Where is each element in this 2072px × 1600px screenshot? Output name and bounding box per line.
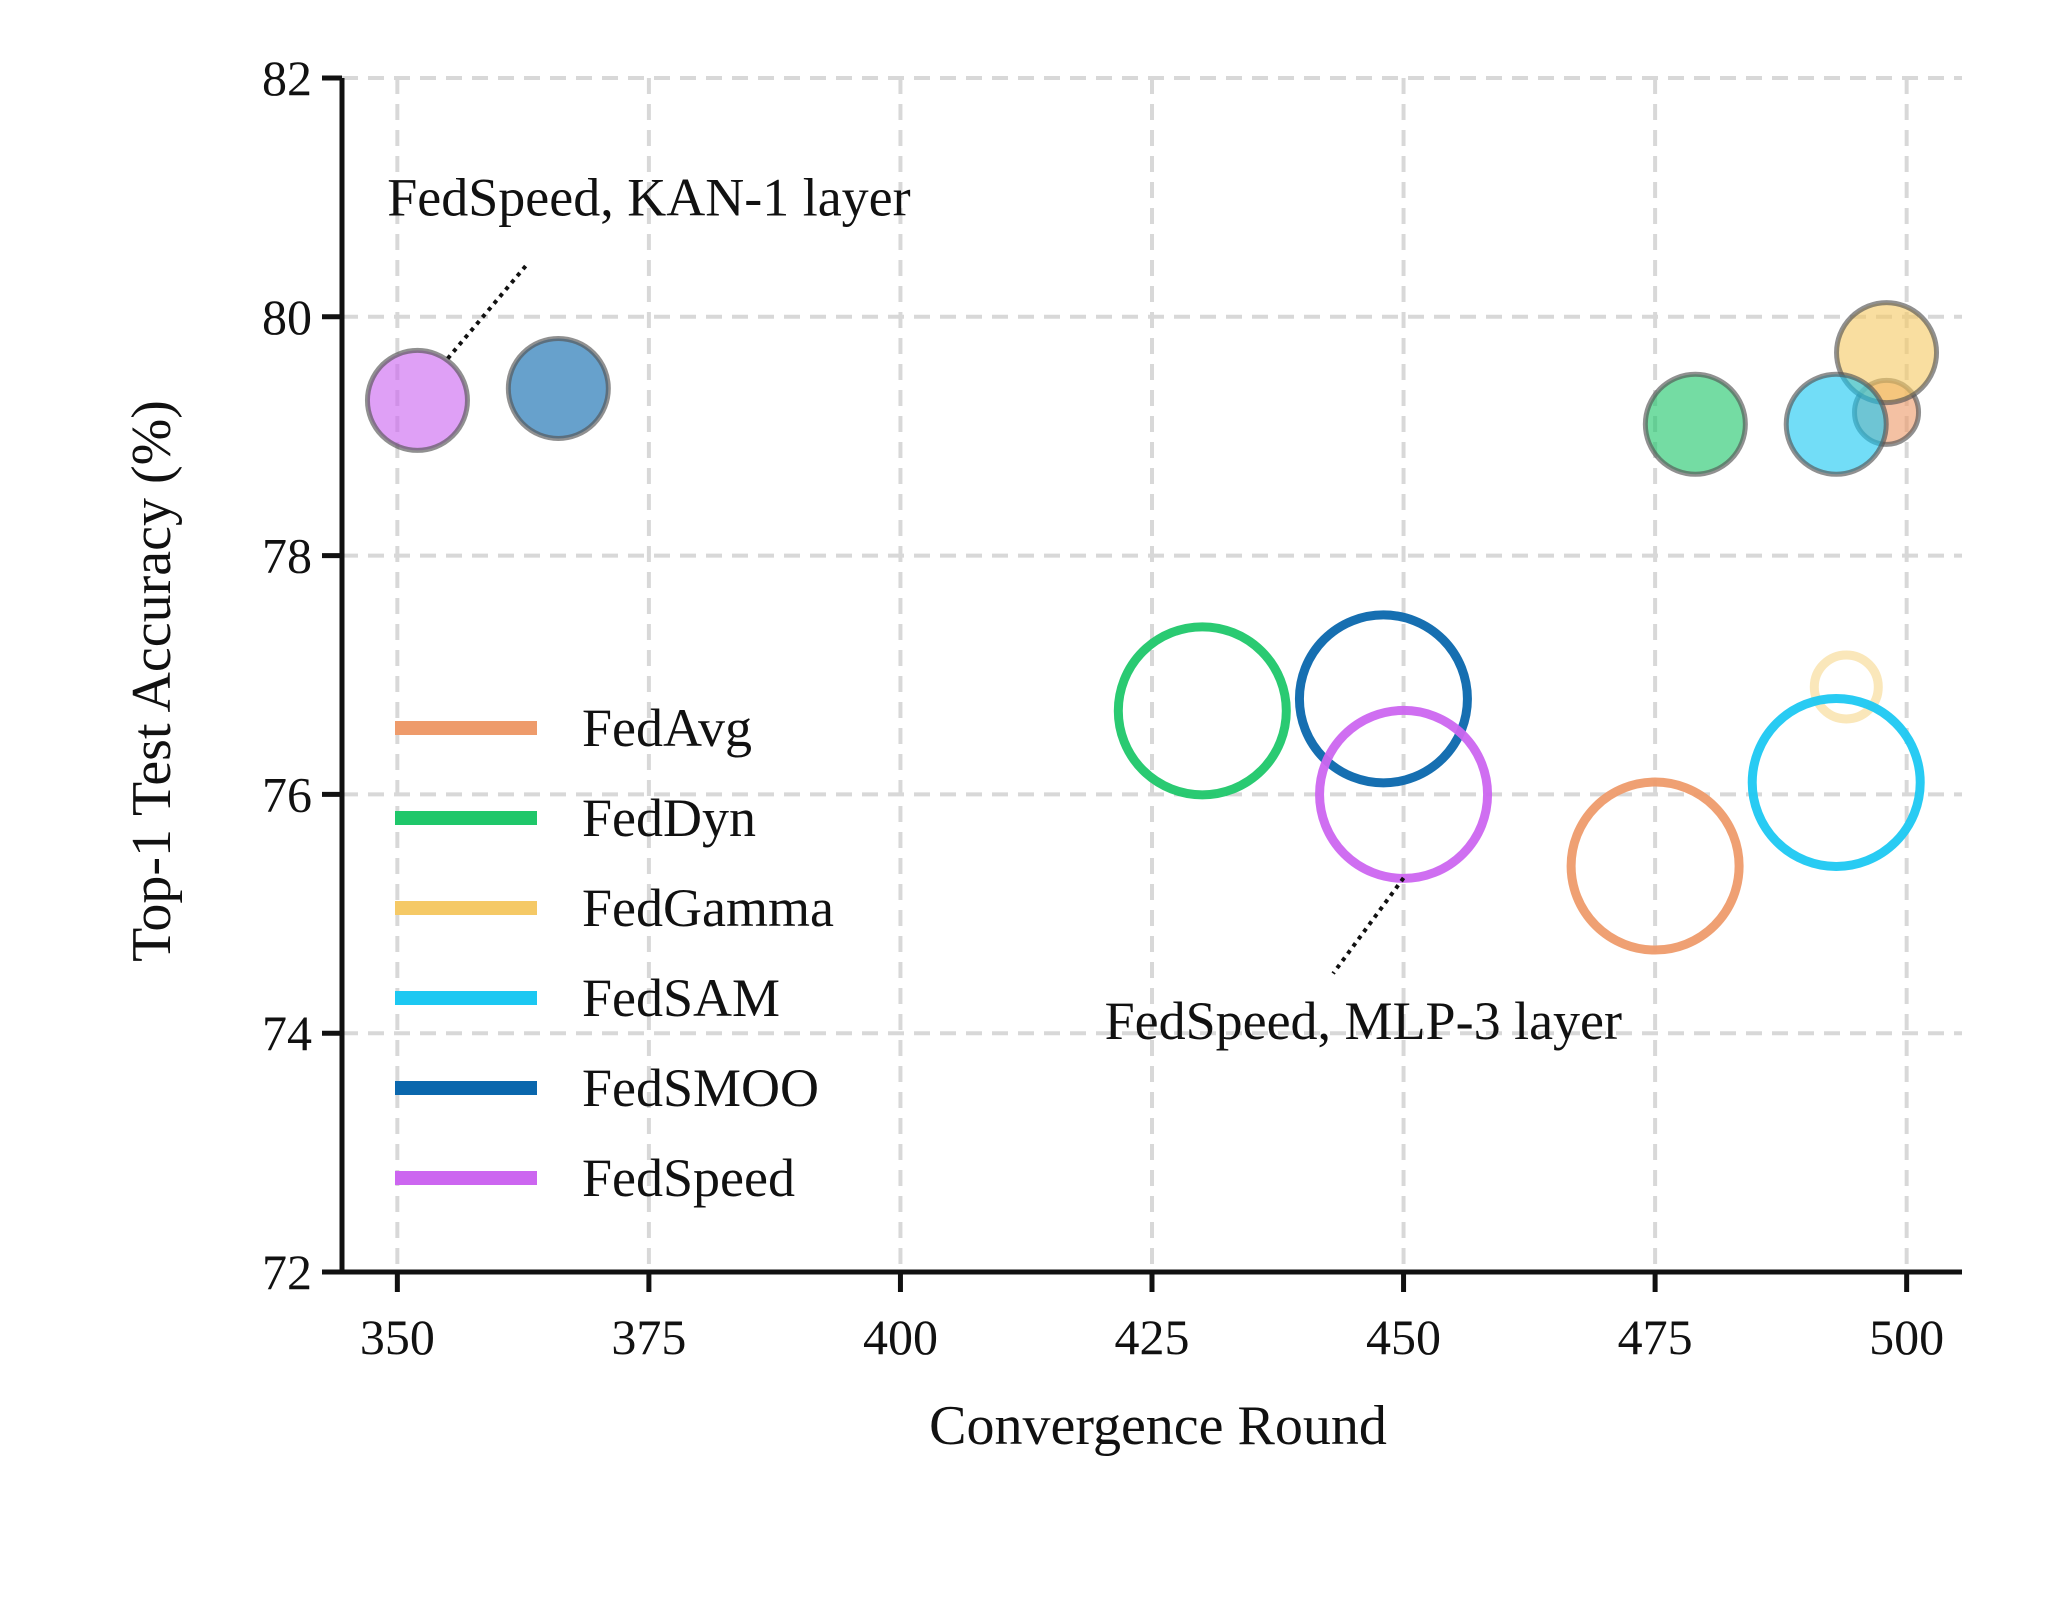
marker-feddyn-ring <box>1113 622 1291 800</box>
y-tick-label-72: 72 <box>262 1244 312 1300</box>
legend-label-fedgamma: FedGamma <box>582 878 834 938</box>
annotation-label-2: FedSpeed, MLP-3 layer <box>1105 991 1622 1051</box>
annotation-line-2 <box>1331 876 1406 975</box>
markers <box>364 300 1940 955</box>
x-axis-title: Convergence Round <box>929 1395 1387 1457</box>
marker-fedsmoo-ring <box>1294 610 1472 788</box>
marker-feddyn-filled <box>1642 371 1748 477</box>
y-tick-label-82: 82 <box>262 50 312 106</box>
y-tick-label-74: 74 <box>262 1005 312 1061</box>
legend-label-fedspeed: FedSpeed <box>582 1148 795 1208</box>
annotation-line-1 <box>446 261 530 360</box>
legend-label-fedsmoo: FedSMOO <box>582 1058 819 1118</box>
marker-fedsmoo-filled <box>505 335 611 441</box>
x-tick-label-350: 350 <box>360 1309 435 1365</box>
ticks: 350 375 400 425 450 475 500 72 74 76 78 80 82 <box>262 50 1944 1365</box>
marker-fedsam-ring <box>1747 693 1925 871</box>
x-tick-label-375: 375 <box>611 1309 686 1365</box>
legend: FedAvg FedDyn FedGamma FedSAM FedSMOO FedSpee… <box>395 698 834 1208</box>
grid <box>342 76 1962 1274</box>
annotations: FedSpeed, KAN-1 layer FedSpeed, MLP-3 lay… <box>387 167 1622 1051</box>
y-tick-label-76: 76 <box>262 766 312 822</box>
annotation-label-1: FedSpeed, KAN-1 layer <box>387 167 910 227</box>
legend-label-fedavg: FedAvg <box>582 698 752 758</box>
y-tick-label-78: 78 <box>262 528 312 584</box>
x-tick-label-500: 500 <box>1869 1309 1944 1365</box>
legend-label-feddyn: FedDyn <box>582 788 756 848</box>
x-tick-label-475: 475 <box>1618 1309 1693 1365</box>
marker-fedgamma-filled <box>1834 300 1940 406</box>
x-tick-label-450: 450 <box>1366 1309 1441 1365</box>
legend-label-fedsam: FedSAM <box>582 968 780 1028</box>
y-tick-label-80: 80 <box>262 289 312 345</box>
y-axis-title: Top-1 Test Accuracy (%) <box>121 400 183 962</box>
marker-fedspeed-filled <box>364 347 470 453</box>
x-tick-label-400: 400 <box>863 1309 938 1365</box>
x-tick-label-425: 425 <box>1115 1309 1190 1365</box>
marker-fedgamma-ring <box>1809 650 1883 724</box>
marker-fedavg-ring <box>1566 777 1744 955</box>
marker-fedsam-filled <box>1783 371 1889 477</box>
